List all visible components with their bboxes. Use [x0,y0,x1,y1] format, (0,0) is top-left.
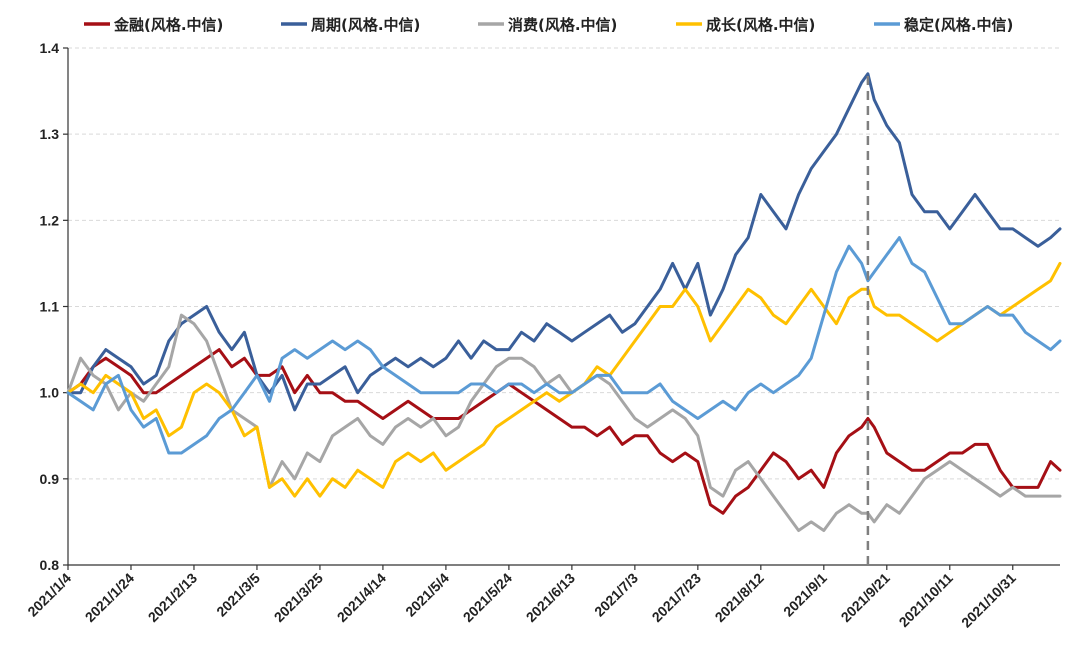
series-line [66,72,1062,412]
legend-label: 周期(风格.中信) [311,16,420,34]
x-tick-label: 2021/1/4 [24,570,74,620]
legend-label: 消费(风格.中信) [508,16,617,34]
x-tick-label: 2021/4/14 [334,570,390,626]
y-tick-label: 1.4 [40,40,60,56]
series-lines [66,72,1062,532]
x-tick-label: 2021/1/24 [82,570,138,626]
y-tick-label: 1.3 [40,126,60,142]
x-tick-label: 2021/7/23 [649,570,705,626]
x-axis-ticks: 2021/1/4 2021/1/24 2021/2/13 2021/3/5 2021/3… [24,565,1019,631]
x-tick-label: 2021/6/13 [523,570,579,626]
series-line [66,348,1062,515]
x-tick-label: 2021/10/31 [958,570,1019,631]
y-axis-ticks: 0.8 0.9 1.0 1.1 1.2 1.3 1.4 [40,40,68,573]
x-tick-label: 2021/3/5 [213,570,263,620]
x-tick-label: 2021/2/13 [145,570,201,626]
x-tick-label: 2021/9/1 [780,570,830,620]
x-tick-label: 2021/5/24 [460,570,516,626]
x-tick-label: 2021/9/21 [838,570,894,626]
legend-label: 成长(风格.中信) [706,16,815,34]
x-tick-label: 2021/8/12 [712,570,768,626]
x-tick-label: 2021/5/4 [402,570,452,620]
legend-label: 金融(风格.中信) [113,16,223,34]
x-tick-label: 2021/3/25 [271,570,327,626]
y-tick-label: 1.1 [40,299,60,315]
y-tick-label: 1.2 [40,212,60,228]
y-tick-label: 1.0 [40,385,60,401]
x-tick-label: 2021/10/11 [896,570,956,630]
y-tick-label: 0.9 [40,471,60,487]
series-line [66,236,1062,455]
x-tick-label: 2021/7/3 [591,570,641,620]
legend-label: 稳定(风格.中信) [904,16,1013,34]
legend: 金融(风格.中信) 周期(风格.中信) 消费(风格.中信) 成长(风格.中信) 稳定(风… [84,16,1013,34]
y-tick-label: 0.8 [40,557,60,573]
